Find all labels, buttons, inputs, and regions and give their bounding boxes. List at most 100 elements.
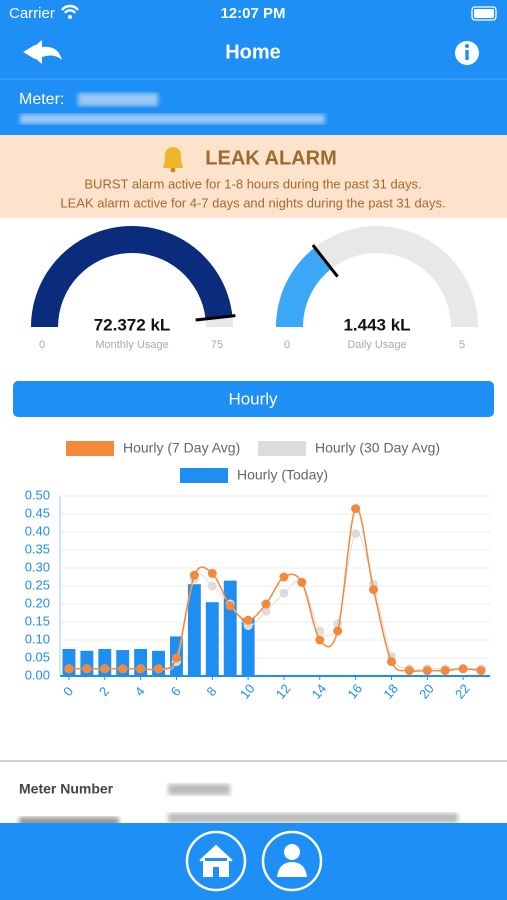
back-icon[interactable] — [28, 40, 62, 64]
point — [64, 664, 74, 674]
hourly-tab-bg[interactable] — [13, 381, 494, 417]
back-button[interactable] — [23, 40, 62, 64]
point — [207, 568, 217, 578]
y-tick-label: 0.30 — [25, 559, 50, 574]
gauge-value-label: 72.372 kL — [94, 315, 171, 334]
bar — [205, 602, 219, 676]
point — [82, 664, 92, 674]
line — [68, 532, 482, 671]
y-tick-label: 0.00 — [25, 667, 50, 682]
point — [171, 653, 181, 663]
point — [351, 529, 361, 539]
legend-swatch — [180, 468, 228, 483]
x-tick-label: 18 — [380, 681, 401, 702]
gauge-value — [31, 225, 233, 327]
legend-swatch — [66, 441, 114, 456]
bell-body — [163, 147, 183, 168]
header-title: Home — [225, 41, 281, 63]
point — [279, 588, 289, 598]
x-tick-label: 4 — [132, 684, 148, 699]
carrier: Carrier — [9, 5, 55, 22]
alarm-line: BURST alarm active for 1-8 hours during … — [84, 176, 421, 191]
gauge-label: Monthly Usage — [95, 339, 168, 351]
legend-label: Hourly (7 Day Avg) — [123, 440, 240, 456]
point — [261, 599, 271, 609]
profile-body[interactable] — [277, 862, 307, 877]
wifi-icon — [61, 4, 79, 14]
legend-label: Hourly (30 Day Avg) — [315, 440, 440, 456]
legend-label: Hourly (Today) — [237, 467, 328, 483]
point — [458, 664, 468, 674]
blurred-address — [20, 114, 325, 124]
point — [386, 657, 396, 667]
gauge-label: Daily Usage — [347, 339, 406, 351]
gauge-needle — [311, 244, 339, 278]
blurred-value — [168, 813, 458, 823]
profile-button[interactable] — [261, 830, 323, 892]
point — [136, 664, 146, 674]
x-tick-label: 12 — [273, 681, 294, 702]
gauge-needle — [195, 314, 236, 322]
x-tick-label: 2 — [96, 684, 112, 699]
battery — [471, 6, 497, 21]
point — [351, 504, 361, 514]
blurred-label — [19, 817, 119, 827]
point — [315, 635, 325, 645]
y-tick-label: 0.35 — [25, 541, 50, 556]
home-button[interactable] — [185, 830, 247, 892]
home-icon[interactable] — [199, 844, 233, 877]
gauge-min: 0 — [39, 339, 45, 351]
detail-label: Meter Number — [19, 781, 114, 797]
point — [333, 626, 343, 636]
hourly-tab[interactable]: Hourly — [13, 381, 494, 417]
alarm-line: LEAK alarm active for 4-7 days and night… — [60, 195, 445, 210]
battery-level — [474, 9, 494, 18]
info-dot[interactable] — [465, 44, 469, 48]
wifi-dot — [68, 15, 72, 19]
x-tick-label: 16 — [344, 681, 365, 702]
point — [404, 666, 414, 676]
back-icon-arrow[interactable] — [23, 44, 37, 60]
gauge-min: 0 — [284, 339, 290, 351]
point — [369, 585, 379, 595]
y-tick-label: 0.25 — [25, 577, 50, 592]
point — [207, 581, 217, 591]
x-tick-label: 20 — [416, 681, 437, 702]
info-i[interactable] — [465, 50, 469, 60]
bell-clapper — [170, 167, 176, 173]
y-tick-label: 0.10 — [25, 631, 50, 646]
alarm-title: LEAK ALARM — [205, 147, 336, 169]
x-tick-label: 0 — [60, 684, 76, 699]
alarm-bg — [0, 135, 507, 218]
bar — [241, 618, 255, 676]
y-tick-label: 0.05 — [25, 649, 50, 664]
line — [68, 507, 482, 673]
point — [261, 606, 271, 616]
x-tick-label: 10 — [237, 681, 258, 702]
profile-head[interactable] — [284, 844, 300, 860]
clock: 12:07 PM — [220, 5, 285, 22]
point — [279, 572, 289, 582]
point — [297, 577, 307, 587]
profile-button-ring[interactable] — [261, 830, 323, 892]
x-tick-label: 6 — [168, 684, 184, 699]
header-bg — [0, 0, 507, 135]
x-tick-label: 22 — [452, 681, 473, 702]
bar — [223, 580, 237, 676]
point — [100, 664, 110, 674]
y-tick-label: 0.50 — [25, 487, 50, 502]
tab-bar — [0, 823, 507, 900]
gauge-value-label: 1.443 kL — [343, 315, 410, 334]
info-button[interactable] — [455, 41, 479, 65]
hourly-tab-label[interactable]: Hourly — [228, 389, 278, 408]
blurred-meter-id — [78, 93, 158, 106]
meter-label: Meter: — [19, 91, 64, 108]
point — [154, 664, 164, 674]
point — [440, 666, 450, 676]
home-button-ring[interactable] — [185, 830, 247, 892]
point — [118, 664, 128, 674]
bell-icon — [163, 147, 183, 173]
point — [422, 666, 432, 676]
